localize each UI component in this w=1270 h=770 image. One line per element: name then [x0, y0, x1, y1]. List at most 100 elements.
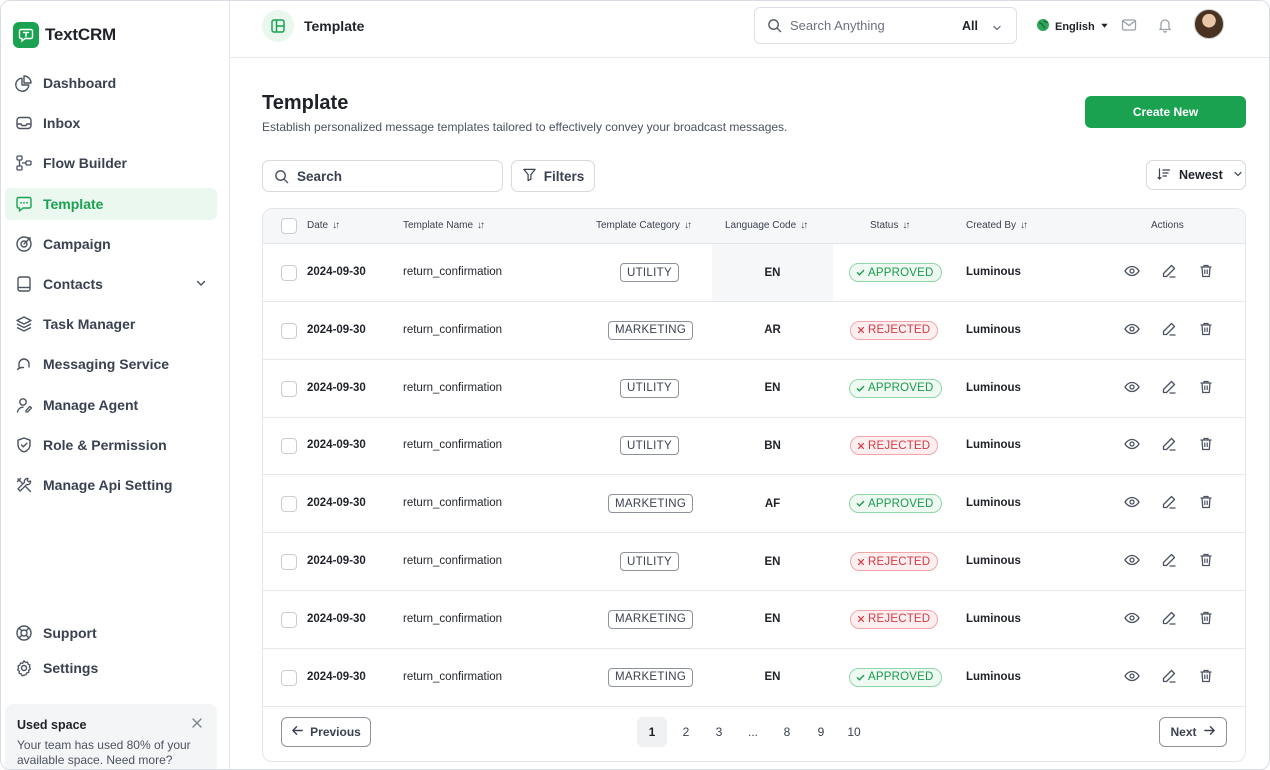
page-button[interactable]: 9 — [817, 725, 825, 739]
sidebar-item-label: Settings — [43, 660, 99, 676]
sidebar-item-manage-api-setting[interactable]: Manage Api Setting — [5, 469, 217, 501]
category-badge: MARKETING — [608, 609, 694, 629]
sidebar-item-messaging-service[interactable]: Messaging Service — [5, 348, 217, 380]
table-row[interactable]: EN 2024-09-30 return_confirmation MARKETING… — [263, 649, 1245, 707]
template-search-input[interactable]: Search — [262, 160, 503, 192]
message-service-icon — [14, 354, 34, 374]
status-label: REJECTED — [868, 613, 931, 626]
status-label: APPROVED — [868, 382, 934, 395]
eye-icon[interactable] — [1124, 263, 1140, 279]
row-checkbox[interactable] — [281, 322, 297, 339]
template-search-placeholder: Search — [297, 168, 343, 184]
table-row[interactable]: EN 2024-09-30 return_confirmation UTILITY AP… — [263, 360, 1245, 418]
column-header-language-code[interactable]: Language Code ↓↑ — [725, 220, 808, 231]
created-by-cell: Luminous — [966, 439, 1021, 452]
row-checkbox[interactable] — [281, 496, 297, 513]
sort-select[interactable]: Newest — [1146, 160, 1246, 190]
eye-icon[interactable] — [1124, 436, 1140, 452]
edit-icon[interactable] — [1161, 436, 1177, 452]
bell-icon[interactable] — [1157, 17, 1173, 38]
table-row[interactable]: AR 2024-09-30 return_confirmation MARKETING… — [263, 302, 1245, 360]
sidebar-item-label: Role & Permission — [43, 436, 167, 453]
trash-icon[interactable] — [1198, 552, 1214, 568]
eye-icon[interactable] — [1124, 321, 1140, 337]
row-checkbox[interactable] — [281, 265, 297, 281]
page-button[interactable]: 8 — [783, 725, 791, 739]
page-button[interactable]: 10 — [847, 725, 861, 739]
sidebar-item-settings[interactable]: Settings — [5, 652, 217, 684]
trash-icon[interactable] — [1198, 668, 1214, 684]
edit-icon[interactable] — [1161, 321, 1177, 337]
eye-icon[interactable] — [1124, 610, 1140, 626]
chevron-down-icon[interactable] — [195, 276, 207, 294]
sidebar-item-inbox[interactable]: Inbox — [5, 107, 217, 139]
close-icon[interactable] — [191, 716, 203, 734]
previous-button[interactable]: Previous — [281, 717, 371, 747]
trash-icon[interactable] — [1198, 321, 1214, 337]
edit-icon[interactable] — [1161, 552, 1177, 568]
select-all-checkbox[interactable] — [281, 218, 297, 234]
status-label: APPROVED — [868, 671, 934, 684]
brand[interactable]: TextCRM — [13, 22, 116, 48]
eye-icon[interactable] — [1124, 379, 1140, 395]
previous-label: Previous — [310, 725, 361, 739]
column-header-template-name[interactable]: Template Name ↓↑ — [403, 220, 485, 231]
page-button[interactable]: 3 — [715, 725, 723, 739]
sidebar-item-template[interactable]: Template — [5, 187, 217, 220]
created-by-cell: Luminous — [966, 266, 1021, 278]
sidebar-item-role-and-permission[interactable]: Role & Permission — [5, 429, 217, 461]
language-code-cell: AF — [764, 497, 781, 510]
sidebar-item-label: Contacts — [43, 275, 103, 292]
create-new-button[interactable]: Create New — [1085, 96, 1246, 128]
edit-icon[interactable] — [1161, 379, 1177, 395]
column-header-template-category[interactable]: Template Category ↓↑ — [596, 220, 692, 231]
next-button[interactable]: Next — [1159, 717, 1227, 747]
page-button[interactable]: 2 — [682, 725, 690, 739]
column-header-created-by[interactable]: Created By ↓↑ — [966, 220, 1028, 231]
row-checkbox[interactable] — [281, 554, 297, 570]
language-selector[interactable]: English — [1036, 18, 1109, 35]
column-header-date[interactable]: Date ↓↑ — [307, 220, 340, 231]
table-row[interactable]: AF 2024-09-30 return_confirmation MARKETING… — [263, 475, 1245, 534]
sort-label: Newest — [1179, 168, 1223, 182]
row-checkbox[interactable] — [281, 611, 297, 628]
row-checkbox[interactable] — [281, 669, 297, 686]
filters-button[interactable]: Filters — [511, 160, 595, 192]
search-scope-select[interactable]: All — [962, 19, 978, 33]
global-search-input[interactable]: Search Anything All — [754, 7, 1017, 44]
check-icon — [856, 673, 865, 682]
status-label: REJECTED — [868, 324, 931, 337]
row-checkbox[interactable] — [281, 438, 297, 455]
trash-icon[interactable] — [1198, 379, 1214, 395]
eye-icon[interactable] — [1124, 552, 1140, 568]
sidebar-item-contacts[interactable]: Contacts — [5, 268, 217, 300]
trash-icon[interactable] — [1198, 494, 1214, 510]
sidebar-item-task-manager[interactable]: Task Manager — [5, 308, 217, 340]
sidebar-item-flow-builder[interactable]: Flow Builder — [5, 147, 217, 179]
chevron-down-icon[interactable] — [992, 20, 1002, 38]
sidebar-item-support[interactable]: Support — [5, 617, 217, 649]
table-row[interactable]: BN 2024-09-30 return_confirmation UTILITY RE… — [263, 417, 1245, 476]
eye-icon[interactable] — [1124, 668, 1140, 684]
mail-icon[interactable] — [1121, 17, 1137, 38]
table-row[interactable]: EN 2024-09-30 return_confirmation UTILITY RE… — [263, 533, 1245, 591]
sidebar-item-manage-agent[interactable]: Manage Agent — [5, 389, 217, 421]
trash-icon[interactable] — [1198, 436, 1214, 452]
trash-icon[interactable] — [1198, 263, 1214, 279]
trash-icon[interactable] — [1198, 610, 1214, 626]
column-header-status[interactable]: Status ↓↑ — [870, 220, 910, 231]
sidebar-item-campaign[interactable]: Campaign — [5, 228, 217, 260]
eye-icon[interactable] — [1124, 494, 1140, 510]
edit-icon[interactable] — [1161, 263, 1177, 279]
table-row[interactable]: EN 2024-09-30 return_confirmation UTILITY AP… — [263, 244, 1245, 302]
table-row[interactable]: EN 2024-09-30 return_confirmation MARKETING… — [263, 591, 1245, 649]
edit-icon[interactable] — [1161, 668, 1177, 684]
category-badge: MARKETING — [608, 667, 694, 687]
row-checkbox[interactable] — [281, 380, 297, 397]
sidebar-item-dashboard[interactable]: Dashboard — [5, 67, 217, 99]
avatar[interactable] — [1194, 9, 1224, 39]
status-badge: REJECTED — [850, 320, 939, 340]
page-button[interactable]: 1 — [637, 717, 667, 747]
edit-icon[interactable] — [1161, 610, 1177, 626]
edit-icon[interactable] — [1161, 494, 1177, 510]
